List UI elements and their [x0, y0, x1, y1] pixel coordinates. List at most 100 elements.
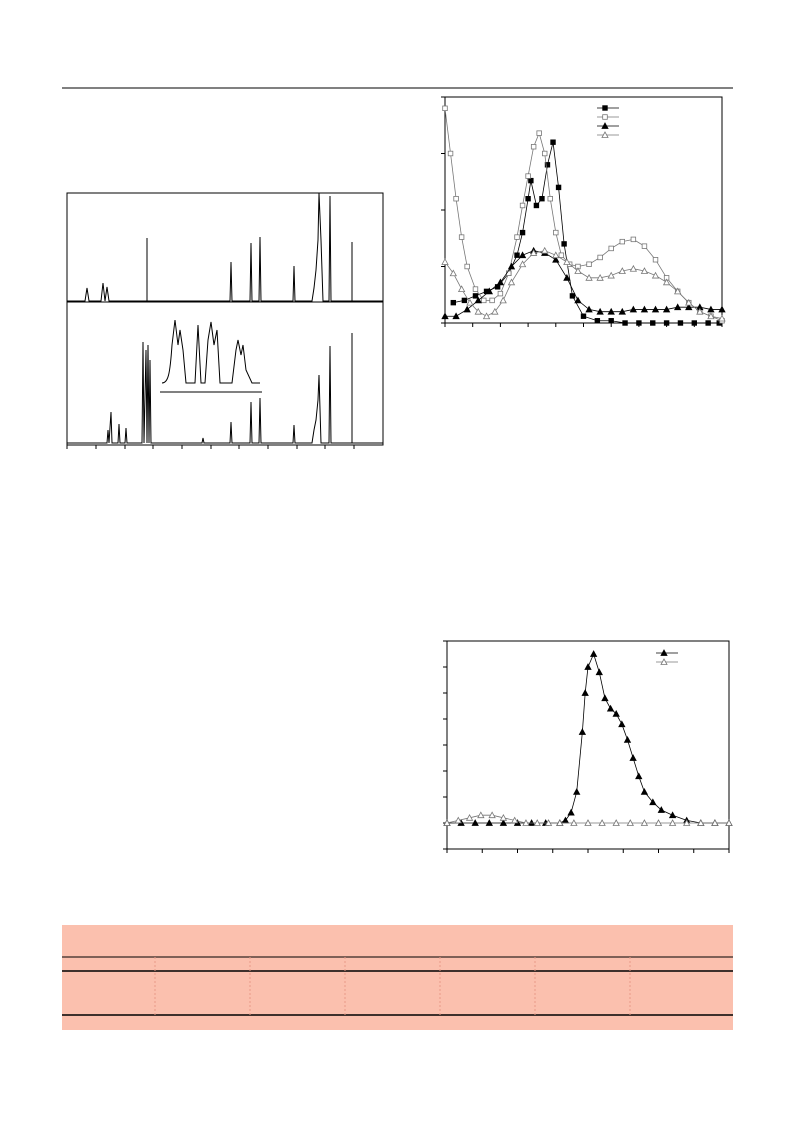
data-point: [522, 819, 530, 826]
data-point: [677, 320, 684, 326]
data-point: [494, 284, 501, 290]
data-point: [465, 813, 474, 821]
data-point: [489, 297, 495, 304]
data-point: [618, 307, 626, 315]
data-point: [640, 267, 649, 274]
data-point: [608, 245, 614, 252]
data-point: [452, 312, 460, 320]
data-point: [707, 312, 715, 320]
data-point: [595, 668, 603, 676]
data-point: [640, 787, 649, 795]
data-point: [584, 819, 592, 826]
data-point: [585, 273, 593, 281]
data-point: [563, 258, 571, 265]
data-point: [533, 819, 541, 826]
data-point: [606, 704, 615, 712]
data-point: [450, 299, 457, 306]
data-point: [618, 720, 626, 728]
data-point: [556, 819, 564, 826]
data-point: [570, 819, 578, 826]
data-point: [711, 819, 719, 826]
data-point: [696, 307, 704, 315]
data-point: [477, 811, 485, 819]
data-point: [514, 234, 520, 240]
spectrum-figure: [66, 192, 384, 449]
data-point: [561, 241, 567, 247]
data-point: [612, 819, 620, 826]
data-point: [488, 811, 496, 819]
data-point: [651, 271, 660, 279]
data-point: [457, 285, 466, 293]
data-point: [618, 267, 626, 274]
data-point: [581, 689, 589, 696]
data-point: [499, 819, 508, 826]
data-point: [563, 273, 571, 281]
data-point: [497, 290, 504, 297]
data-point: [525, 195, 531, 202]
data-point: [668, 819, 677, 826]
data-point: [594, 318, 601, 324]
legend-marker: [602, 105, 608, 111]
data-point: [496, 278, 505, 286]
data-point: [499, 813, 508, 821]
legend-marker: [660, 649, 668, 656]
data-point: [683, 819, 691, 826]
data-point: [685, 303, 693, 311]
data-point: [561, 816, 570, 824]
data-point: [541, 246, 549, 254]
data-point: [443, 819, 451, 826]
data-point: [552, 251, 560, 259]
data-point: [511, 816, 519, 824]
data-point: [629, 754, 637, 761]
data-point: [622, 320, 628, 326]
data-point: [574, 267, 582, 274]
data-point: [578, 728, 587, 735]
data-point: [662, 278, 671, 286]
data-point: [472, 293, 479, 299]
data-point: [596, 307, 604, 315]
data-point: [663, 320, 670, 326]
data-point: [654, 819, 663, 826]
data-point: [629, 264, 638, 272]
data-point: [499, 296, 507, 304]
data-point: [674, 287, 682, 295]
data-point: [441, 312, 449, 320]
data-point: [641, 243, 648, 249]
data-point: [507, 278, 516, 286]
data-point: [691, 320, 697, 326]
data-point: [519, 229, 526, 236]
data-point: [573, 787, 581, 795]
data-point: [553, 229, 559, 236]
data-point: [518, 251, 527, 259]
data-point: [674, 303, 682, 311]
legend-marker: [660, 658, 668, 665]
data-point: [519, 202, 526, 209]
series-line: [444, 108, 723, 322]
data-point: [471, 819, 479, 826]
data-point: [580, 313, 587, 319]
data-point: [607, 271, 615, 279]
series-line: [453, 142, 720, 324]
data-point: [461, 297, 468, 304]
data-point: [533, 202, 540, 209]
data-point: [718, 305, 726, 313]
data-point: [586, 261, 592, 267]
data-point: [442, 105, 448, 111]
data-point: [481, 297, 487, 304]
data-point: [518, 260, 527, 268]
data-point: [458, 234, 465, 240]
data-point: [552, 255, 560, 263]
data-point: [608, 318, 614, 324]
data-point: [464, 263, 470, 270]
data-point: [589, 650, 598, 657]
data-point: [585, 305, 593, 313]
data-point: [657, 806, 665, 813]
data-point: [441, 258, 449, 265]
data-point: [697, 819, 705, 826]
data-point: [536, 130, 542, 136]
data-point: [550, 139, 556, 145]
data-point: [640, 819, 649, 826]
data-point: [485, 287, 493, 295]
